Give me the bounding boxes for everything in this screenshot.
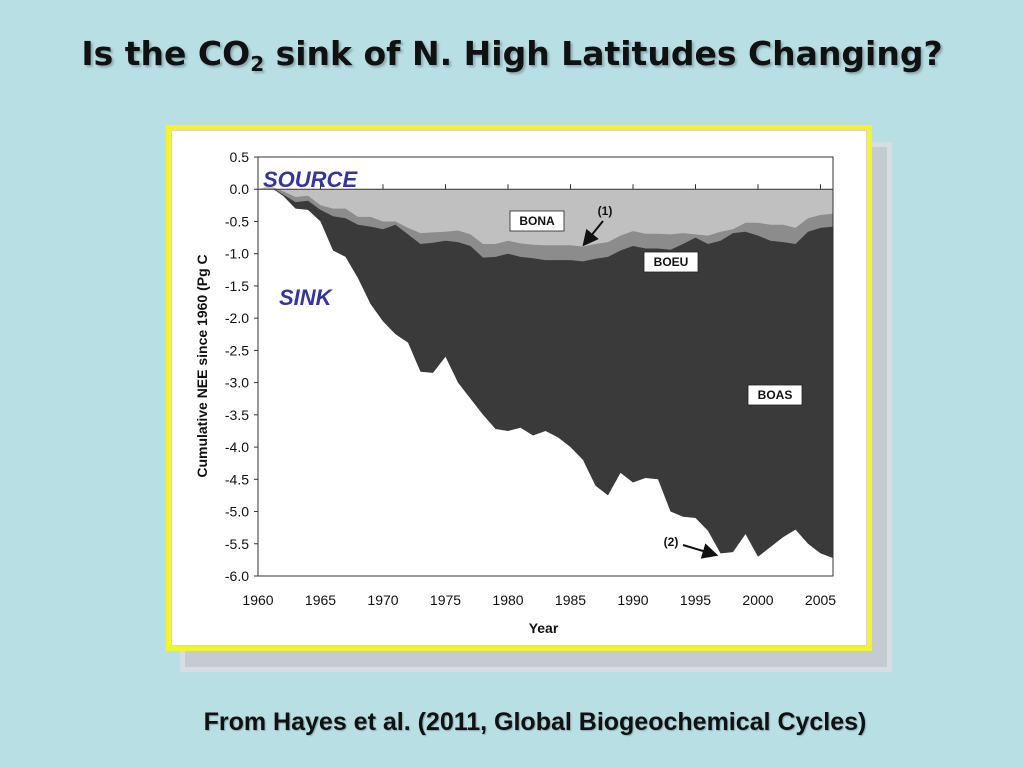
y-tick-label: -1.5 [225, 278, 249, 294]
source-annotation: SOURCE [263, 167, 358, 192]
legend-bona: BONA [519, 214, 555, 228]
y-tick-label: -4.5 [225, 471, 249, 487]
sink-annotation: SINK [279, 285, 334, 310]
y-tick-label: -2.5 [225, 342, 249, 358]
y-tick-label: -0.5 [225, 213, 249, 229]
slide-title: Is the CO2 sink of N. High Latitudes Cha… [81, 34, 943, 76]
chart-frame: 0.5 0.0 -0.5 -1.0 -1.5 -2.0 -2.5 -3.0 -3.5 -4.0 -4… [166, 125, 872, 651]
series-label-box [643, 251, 699, 273]
y-tick-label: 0.5 [230, 149, 250, 165]
legend-boeu: BOEU [654, 255, 689, 269]
citation-footer: From Hayes et al. (2011, Global Biogeoch… [203, 708, 867, 736]
annotation-2-arrow [682, 543, 719, 559]
legend-boas: BOAS [758, 388, 793, 402]
x-tick-label: 1970 [367, 592, 398, 608]
y-tick-label: -6.0 [225, 568, 249, 584]
y-tick-label: -5.5 [225, 536, 249, 552]
x-tick-label: 2005 [805, 592, 836, 608]
x-tick-label: 1965 [305, 592, 336, 608]
y-tick-label: -2.0 [225, 310, 249, 326]
y-tick-label: -4.0 [225, 439, 249, 455]
series-label-box [747, 384, 803, 406]
y-tick-label: -5.0 [225, 504, 249, 520]
annotation-1-label: (1) [598, 204, 613, 218]
y-tick-label: 0.0 [230, 181, 250, 197]
annotation-1-arrow [582, 220, 604, 247]
x-tick-label: 1975 [430, 592, 461, 608]
x-tick-label: 2000 [742, 592, 773, 608]
plot-border [257, 156, 834, 577]
x-tick-label: 1990 [617, 592, 648, 608]
area-boas [258, 187, 833, 559]
x-tick-label: 1980 [492, 592, 523, 608]
y-tick-label: -1.0 [225, 246, 249, 262]
x-tick-label: 1960 [242, 592, 273, 608]
series-label-box [509, 210, 565, 232]
nee-area-chart: 0.5 0.0 -0.5 -1.0 -1.5 -2.0 -2.5 -3.0 -3.5 -4.0 -4… [194, 149, 836, 636]
x-axis-label: Year [529, 620, 559, 636]
y-tick-label: -3.5 [225, 407, 249, 423]
x-tick-label: 1985 [555, 592, 586, 608]
annotation-2-label: (2) [664, 535, 679, 549]
y-tick-label: -3.0 [225, 375, 249, 391]
y-axis-label: Cumulative NEE since 1960 (Pg C [194, 254, 210, 477]
x-tick-label: 1995 [680, 592, 711, 608]
